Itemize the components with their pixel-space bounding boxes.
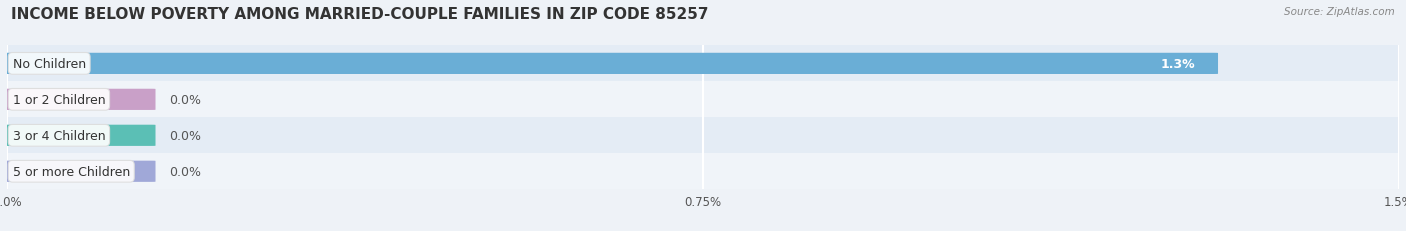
FancyBboxPatch shape (3, 161, 156, 182)
Text: 3 or 4 Children: 3 or 4 Children (13, 129, 105, 142)
Text: 1 or 2 Children: 1 or 2 Children (13, 93, 105, 106)
FancyBboxPatch shape (3, 54, 1218, 75)
FancyBboxPatch shape (3, 89, 156, 110)
Bar (7, 154, 1399, 189)
Bar (7, 46, 1399, 82)
Text: No Children: No Children (13, 58, 86, 71)
FancyBboxPatch shape (3, 125, 156, 146)
Text: 0.0%: 0.0% (170, 129, 201, 142)
Bar (7, 118, 1399, 154)
Text: 1.3%: 1.3% (1160, 58, 1195, 71)
Text: 0.0%: 0.0% (170, 165, 201, 178)
Text: Source: ZipAtlas.com: Source: ZipAtlas.com (1284, 7, 1395, 17)
Text: 0.0%: 0.0% (170, 93, 201, 106)
Text: INCOME BELOW POVERTY AMONG MARRIED-COUPLE FAMILIES IN ZIP CODE 85257: INCOME BELOW POVERTY AMONG MARRIED-COUPL… (11, 7, 709, 22)
Bar (7, 82, 1399, 118)
Text: 5 or more Children: 5 or more Children (13, 165, 129, 178)
